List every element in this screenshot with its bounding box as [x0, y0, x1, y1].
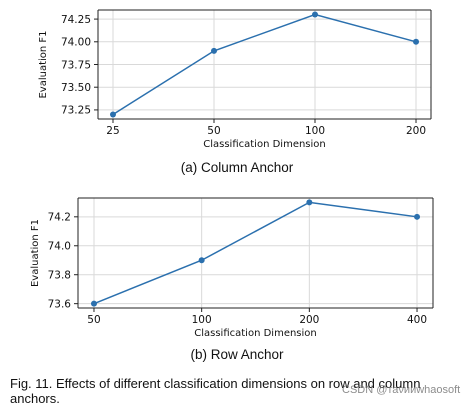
y-tick-label: 73.8	[48, 270, 71, 282]
x-tick-label: 50	[207, 125, 220, 137]
y-tick-label: 74.25	[61, 14, 91, 26]
chart-column-anchor: 25 50 100 200 73.25 73.50 73.75 74.00 74.25 Class…	[38, 9, 432, 175]
data-point	[198, 257, 205, 264]
x-tick-label: 25	[106, 125, 119, 137]
x-axis-label: Classification Dimension	[203, 139, 326, 150]
y-tick-label: 73.50	[61, 82, 91, 94]
subplot-caption: (a) Column Anchor	[181, 160, 294, 175]
data-point	[90, 300, 97, 307]
x-axis-label: Classification Dimension	[194, 328, 317, 339]
y-tick-label: 73.75	[61, 59, 91, 71]
x-tick-label: 200	[406, 125, 426, 137]
data-point	[210, 47, 217, 54]
x-tick-label: 50	[87, 314, 100, 326]
x-tick-label: 100	[192, 314, 212, 326]
series-line	[93, 201, 418, 305]
series-line	[112, 13, 417, 116]
figure-caption: Fig. 11. Effects of different classifica…	[10, 376, 421, 406]
data-point	[413, 38, 420, 45]
y-axis-label: Evaluation F1	[30, 219, 41, 287]
y-tick-label: 73.6	[48, 298, 72, 310]
x-tick-label: 200	[299, 314, 319, 326]
y-axis-label: Evaluation F1	[38, 30, 49, 98]
data-point	[109, 111, 116, 118]
x-tick-label: 400	[407, 314, 427, 326]
x-tick-label: 100	[305, 125, 325, 137]
subplot-caption: (b) Row Anchor	[190, 347, 284, 362]
data-point	[306, 199, 313, 206]
data-point	[312, 11, 319, 18]
y-tick-label: 74.00	[61, 37, 91, 49]
y-tick-label: 74.2	[48, 212, 71, 224]
y-tick-label: 73.25	[61, 105, 91, 117]
y-tick-label: 74.0	[48, 241, 71, 253]
watermark-text: CSDN @таνииwhaosoft	[342, 384, 461, 396]
data-point	[414, 213, 421, 220]
chart-row-anchor: 50 100 200 400 73.6 73.8 74.0 74.2 Classificatio…	[30, 197, 434, 362]
